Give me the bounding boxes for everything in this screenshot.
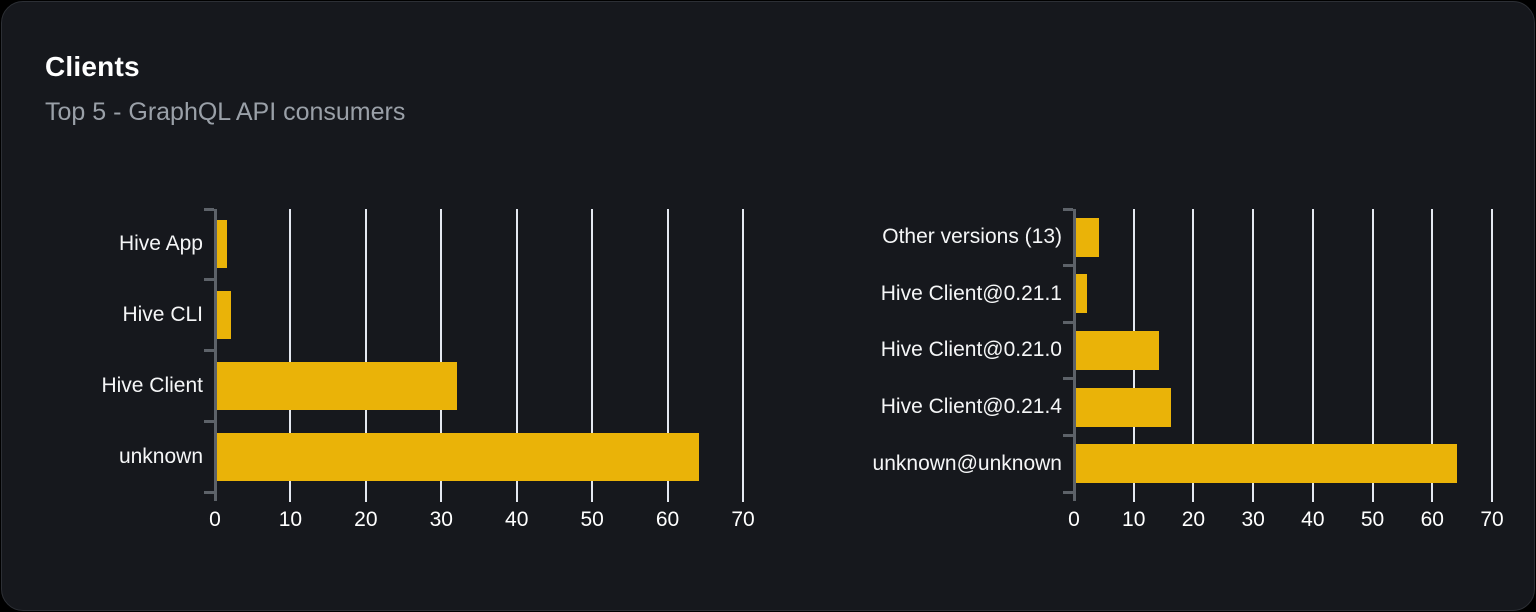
gridline — [591, 209, 594, 492]
x-tick-label: 70 — [1480, 508, 1504, 531]
y-axis-tick — [204, 207, 214, 211]
category-label: Other versions (13) — [882, 225, 1062, 249]
x-axis-tick — [1431, 492, 1434, 502]
gridline — [666, 209, 669, 492]
x-tick-label: 40 — [505, 508, 529, 531]
gridline — [1252, 209, 1255, 492]
x-tick-label: 50 — [580, 508, 604, 531]
x-tick-label: 0 — [209, 508, 221, 531]
x-axis-tick — [440, 492, 443, 502]
y-axis-tick — [1063, 320, 1073, 324]
x-axis-tick — [1132, 492, 1135, 502]
category-label: Hive Client@0.21.4 — [880, 395, 1062, 419]
y-axis-tick — [204, 419, 214, 423]
x-tick-label: 30 — [429, 508, 453, 531]
bar-hive-app[interactable] — [216, 220, 228, 269]
x-tick-label: 0 — [1068, 508, 1080, 531]
category-label: Hive Client — [101, 373, 203, 397]
card-title: Clients — [45, 51, 140, 82]
bar-hive-cli[interactable] — [216, 291, 232, 340]
x-axis-tick — [364, 492, 367, 502]
y-axis-tick — [1063, 433, 1073, 437]
bar-other-versions-13[interactable] — [1075, 217, 1099, 257]
y-axis-tick — [1063, 377, 1073, 381]
y-axis-tick — [204, 278, 214, 282]
clients-bar-chart: 0 10 20 30 40 50 60 70 Hive App Hive CLI Hive Clie… — [62, 207, 787, 554]
x-tick-label: 60 — [655, 508, 680, 531]
x-axis-tick — [591, 492, 594, 502]
bar-hive-client-0-21-1[interactable] — [1075, 274, 1087, 314]
x-tick-label: 40 — [1301, 508, 1325, 531]
x-axis-tick — [1192, 492, 1195, 502]
x-axis-tick — [1252, 492, 1255, 502]
gridline — [742, 209, 744, 492]
y-axis — [1073, 209, 1076, 501]
y-axis — [214, 209, 217, 501]
x-axis-tick — [289, 492, 292, 502]
bar-unknown-unknown[interactable] — [1075, 444, 1458, 484]
x-axis-tick — [742, 492, 744, 502]
gridline — [1431, 209, 1434, 492]
x-tick-label: 70 — [731, 508, 755, 531]
x-axis-tick — [1311, 492, 1314, 502]
bar-hive-client-0-21-0[interactable] — [1075, 331, 1159, 370]
x-tick-label: 20 — [354, 508, 378, 531]
client-versions-bar-chart: 0 10 20 30 40 50 60 70 Other versions (13) Hive C… — [812, 207, 1534, 554]
x-axis-tick — [1491, 492, 1493, 502]
bar-hive-client-0-21-4[interactable] — [1075, 387, 1171, 427]
x-axis-tick — [1371, 492, 1374, 502]
bar-unknown[interactable] — [216, 432, 699, 481]
x-axis-tick — [666, 492, 669, 502]
plot-area: 0 10 20 30 40 50 60 70 — [204, 207, 755, 531]
gridline — [1192, 209, 1195, 492]
gridline — [515, 209, 518, 492]
category-label: unknown — [118, 444, 203, 468]
category-label: Hive Client@0.21.0 — [880, 338, 1062, 362]
gridline — [1371, 209, 1374, 492]
gridline — [1491, 209, 1493, 492]
y-axis-tick — [204, 490, 214, 494]
category-label: Hive CLI — [122, 303, 203, 327]
y-axis-tick — [1063, 490, 1073, 494]
x-tick-label: 10 — [278, 508, 303, 531]
x-tick-label: 10 — [1122, 508, 1146, 531]
plot-area: 0 10 20 30 40 50 60 70 — [1063, 207, 1504, 531]
y-axis-tick — [1063, 207, 1073, 211]
y-axis-tick — [204, 349, 214, 352]
gridline — [1311, 209, 1314, 492]
gridline — [289, 209, 292, 492]
category-label: Hive Client@0.21.1 — [880, 281, 1062, 305]
y-axis-tick — [1063, 264, 1073, 268]
category-label: Hive App — [118, 232, 203, 256]
bar-hive-client[interactable] — [216, 361, 458, 410]
x-tick-label: 50 — [1360, 508, 1385, 531]
gridline — [364, 209, 367, 492]
card-subtitle: Top 5 - GraphQL API consumers — [45, 98, 406, 126]
category-label: unknown@unknown — [872, 451, 1062, 475]
gridline — [440, 209, 443, 492]
x-tick-label: 60 — [1420, 508, 1444, 531]
x-tick-label: 30 — [1241, 508, 1265, 531]
x-tick-label: 20 — [1181, 508, 1206, 531]
x-axis-tick — [515, 492, 518, 502]
